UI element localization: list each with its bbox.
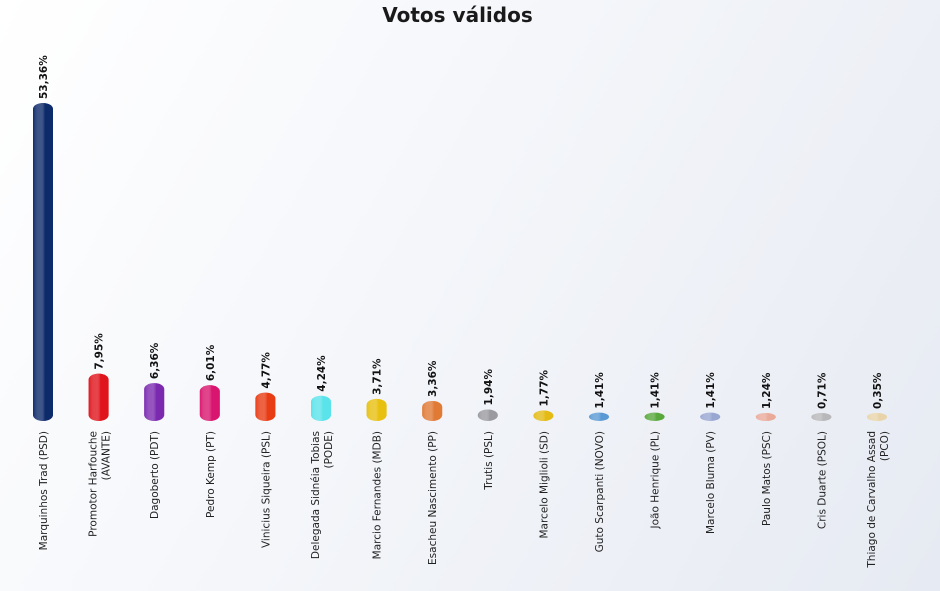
category-label: Trutis (PSL) xyxy=(483,431,495,491)
value-label: 6,01% xyxy=(205,344,217,381)
category-label: Marcio Fernandes (MDB) xyxy=(372,431,384,559)
category-label-line: Promotor Harfouche xyxy=(88,431,100,537)
category-label: João Henrique (PL) xyxy=(650,431,662,529)
category-label: Guto Scarpanti (NOVO) xyxy=(594,431,606,552)
bar-gloss xyxy=(811,413,832,421)
category-label: Thiago de Carvalho Assad(PCO) xyxy=(866,431,891,569)
category-label: Vinicius Siqueira (PSL) xyxy=(260,431,272,548)
bar-group: 0,71% Cris Duarte (PSOL) xyxy=(811,372,832,529)
bar-gloss xyxy=(311,395,331,421)
bar-gloss xyxy=(644,412,665,421)
value-label: 53,36% xyxy=(38,55,50,99)
value-label: 1,77% xyxy=(538,370,550,407)
category-label: Promotor Harfouche(AVANTE) xyxy=(88,431,113,537)
value-label: 1,24% xyxy=(761,372,773,409)
bar-gloss xyxy=(366,398,387,421)
bar-group: 1,41% Guto Scarpanti (NOVO) xyxy=(589,372,609,552)
category-label: Marcelo Miglioli (SD) xyxy=(538,431,550,539)
value-label: 0,35% xyxy=(872,372,884,409)
value-label: 1,41% xyxy=(594,372,606,409)
category-label: Marquinhos Trad (PSD) xyxy=(38,431,50,550)
category-label: Esacheu Nascimento (PP) xyxy=(427,431,439,565)
bar-group: 7,95% Promotor Harfouche(AVANTE) xyxy=(88,333,113,537)
bar-gloss xyxy=(144,383,165,421)
bar-group: 0,35% Thiago de Carvalho Assad(PCO) xyxy=(866,372,891,569)
bar-group: 6,01% Pedro Kemp (PT) xyxy=(199,344,220,518)
bar-gloss xyxy=(700,412,721,421)
category-label-line: Thiago de Carvalho Assad xyxy=(866,431,878,569)
category-label-line: (AVANTE) xyxy=(101,431,113,480)
value-label: 1,41% xyxy=(650,372,662,409)
bar-group: 1,41% João Henrique (PL) xyxy=(644,372,665,529)
bar-group: 3,36% Esacheu Nascimento (PP) xyxy=(422,360,443,565)
bar-group: 3,71% Marcio Fernandes (MDB) xyxy=(366,358,387,559)
category-label-line: (PODE) xyxy=(323,431,335,469)
bar-gloss xyxy=(533,410,554,421)
category-label: Dagoberto (PDT) xyxy=(149,431,161,519)
bar-group: 4,77% Vinicius Siqueira (PSL) xyxy=(255,352,276,548)
bar-gloss xyxy=(33,103,53,421)
category-label: Cris Duarte (PSOL) xyxy=(816,431,828,529)
bar-group: 1,77% Marcelo Miglioli (SD) xyxy=(533,370,554,539)
category-label: Pedro Kemp (PT) xyxy=(205,431,217,518)
value-label: 4,24% xyxy=(316,355,328,392)
bar-gloss xyxy=(755,413,776,421)
category-label: Marcelo Bluma (PV) xyxy=(705,431,717,534)
category-label: Paulo Matos (PSC) xyxy=(761,431,773,526)
bar-group: 1,41% Marcelo Bluma (PV) xyxy=(700,372,721,534)
bar-group: 6,36% Dagoberto (PDT) xyxy=(144,342,165,519)
value-label: 0,71% xyxy=(816,372,828,409)
bar-gloss xyxy=(867,413,887,421)
chart-title: Votos válidos xyxy=(382,3,533,27)
value-label: 6,36% xyxy=(149,342,161,379)
bar-group: 1,94% Trutis (PSL) xyxy=(477,369,498,491)
bar-gloss xyxy=(422,400,443,421)
category-label: Delegada Sidnéia Tobias(PODE) xyxy=(310,431,335,559)
value-label: 1,94% xyxy=(483,369,495,406)
bar-gloss xyxy=(255,392,276,421)
value-label: 7,95% xyxy=(94,333,106,370)
value-label: 1,41% xyxy=(705,372,717,409)
bar-gloss xyxy=(589,412,609,421)
value-label: 3,36% xyxy=(427,360,439,397)
category-label-line: Delegada Sidnéia Tobias xyxy=(310,431,322,559)
value-label: 3,71% xyxy=(372,358,384,395)
bar-group: 4,24% Delegada Sidnéia Tobias(PODE) xyxy=(310,355,335,559)
bar-gloss xyxy=(477,409,498,421)
category-label-line: (PCO) xyxy=(879,431,891,461)
bar-gloss xyxy=(199,385,220,421)
value-label: 4,77% xyxy=(260,352,272,389)
bar-gloss xyxy=(88,373,109,421)
bar-group: 53,36% Marquinhos Trad (PSD) xyxy=(33,55,53,550)
bar-group: 1,24% Paulo Matos (PSC) xyxy=(755,372,776,526)
